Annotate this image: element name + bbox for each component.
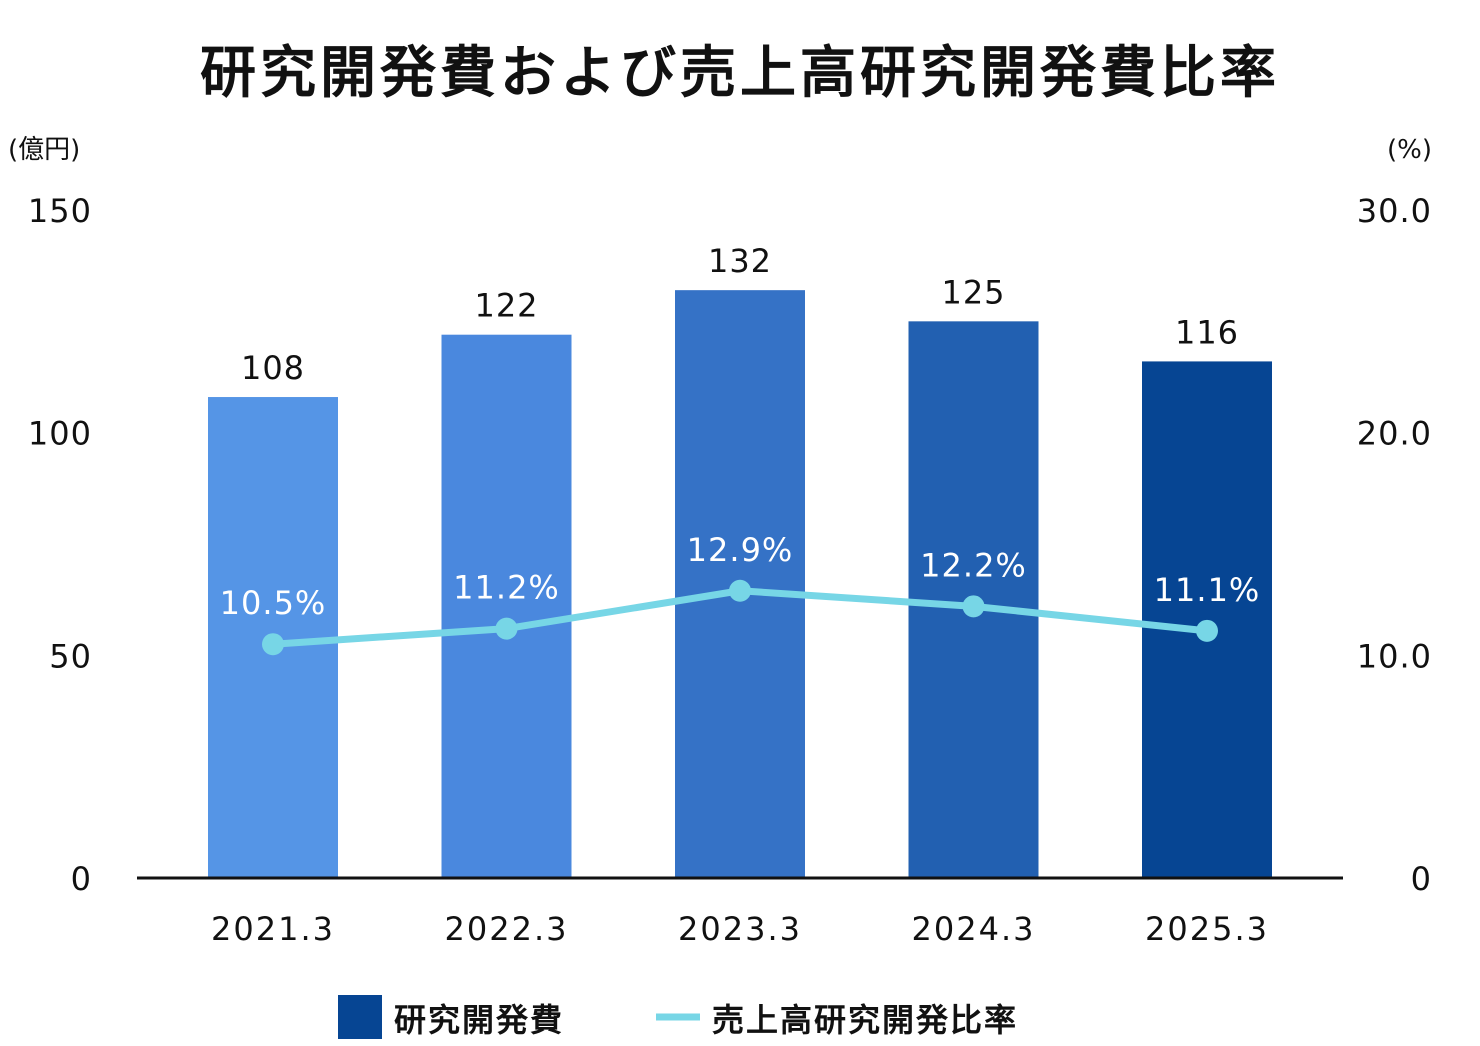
x-tick-label: 2022.3 — [445, 910, 569, 948]
line-point — [1196, 619, 1218, 642]
right-tick-label: 20.0 — [1357, 415, 1432, 453]
x-tick-label: 2021.3 — [211, 910, 335, 948]
bar-value-label: 125 — [941, 273, 1005, 311]
left-axis: 0 50 100 150 — [28, 192, 92, 898]
bar-series — [208, 290, 1272, 878]
line-point — [262, 633, 284, 656]
line-point — [729, 579, 751, 602]
x-tick-label: 2025.3 — [1145, 910, 1269, 948]
line-point-label: 12.9% — [687, 531, 794, 569]
x-tick-label: 2023.3 — [678, 910, 802, 948]
right-tick-label: 30.0 — [1357, 192, 1432, 230]
bar-value-label: 122 — [474, 287, 538, 325]
legend: 研究開発費 売上高研究開発比率 — [338, 995, 1018, 1039]
legend-bar-swatch — [338, 995, 382, 1039]
left-tick-label: 150 — [28, 192, 92, 230]
bar — [1142, 361, 1272, 878]
x-axis: 2021.3 2022.3 2023.3 2024.3 2025.3 — [211, 910, 1269, 948]
bar-value-label: 108 — [241, 349, 305, 387]
right-axis-unit: (%) — [1387, 135, 1432, 165]
line-series — [262, 579, 1218, 656]
right-tick-label: 10.0 — [1357, 637, 1432, 675]
line-point-label: 10.5% — [220, 584, 327, 622]
left-tick-label: 100 — [28, 415, 92, 453]
bar-value-label: 116 — [1175, 313, 1239, 351]
right-tick-label: 0 — [1411, 860, 1432, 898]
bar-value-label: 132 — [708, 242, 772, 280]
bar — [441, 334, 572, 878]
chart-title: 研究開発費および売上高研究開発費比率 — [200, 41, 1280, 106]
line-point — [962, 595, 985, 618]
left-tick-label: 0 — [71, 860, 92, 898]
legend-bar-label: 研究開発費 — [394, 1001, 564, 1039]
right-axis: 0 10.0 20.0 30.0 — [1357, 192, 1432, 898]
line-point-labels: 10.5% 11.2% 12.9% 12.2% 11.1% — [220, 531, 1261, 622]
x-tick-label: 2024.3 — [912, 910, 1036, 948]
line-point-label: 11.1% — [1154, 571, 1261, 609]
line-point — [495, 617, 518, 640]
bar-labels: 108 122 132 125 116 — [241, 242, 1239, 387]
left-tick-label: 50 — [49, 637, 92, 675]
left-axis-unit: (億円) — [8, 135, 80, 165]
line-point-label: 11.2% — [453, 569, 560, 607]
line-point-label: 12.2% — [920, 546, 1027, 584]
legend-line-label: 売上高研究開発比率 — [712, 1001, 1018, 1039]
